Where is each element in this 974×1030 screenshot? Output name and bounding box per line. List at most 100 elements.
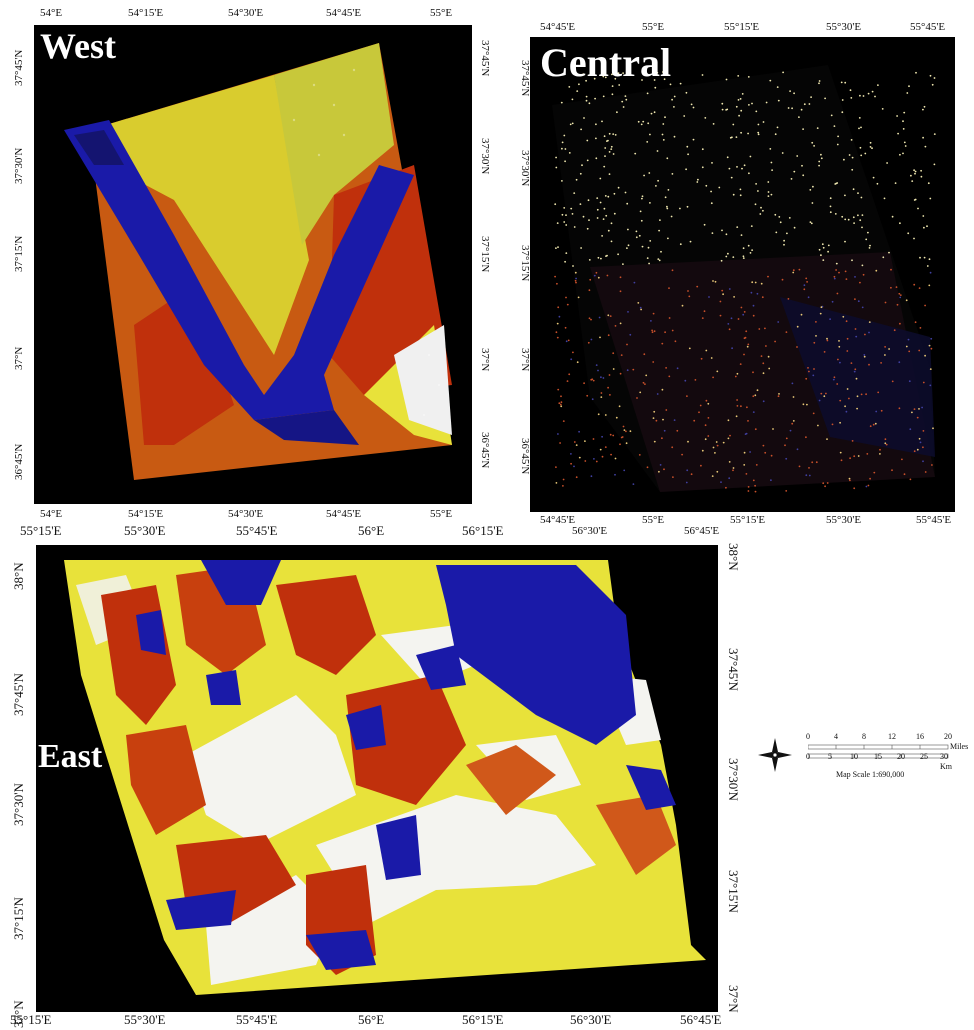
speckle-dot (569, 123, 572, 126)
speckle-dot (622, 106, 625, 108)
speckle-dot (839, 421, 841, 424)
speckle-dot (739, 188, 742, 191)
speckle-dot (853, 222, 855, 225)
speckle-dot (692, 138, 695, 141)
speckle-dot (792, 271, 795, 274)
speckle-dot (856, 407, 858, 410)
speckle-dot (617, 186, 620, 189)
speckle-dot (861, 226, 863, 229)
scale-km-unit: Km (940, 762, 952, 771)
speckle-dot (686, 205, 689, 208)
speckle-dot (657, 179, 659, 182)
speckle-dot (751, 249, 753, 252)
speckle-dot (736, 166, 738, 168)
speckle-dot (916, 416, 919, 419)
speckle-dot (815, 335, 817, 337)
speckle-dot (626, 343, 628, 346)
speckle-dot (565, 252, 568, 255)
speckle-dot (666, 207, 669, 210)
speckle-dot (894, 182, 897, 185)
speckle-dot (722, 293, 724, 296)
east-bottom-tick: 56°15'E (462, 1012, 504, 1027)
speckle-dot (559, 442, 561, 444)
speckle-dot (908, 85, 910, 88)
speckle-dot (922, 215, 925, 217)
speckle-dot (793, 92, 795, 95)
speckle-dot (639, 306, 642, 309)
speckle-dot (740, 131, 742, 134)
speckle-dot (747, 343, 750, 346)
speckle-dot (711, 232, 714, 235)
speckle-dot (596, 217, 599, 219)
speckle-dot (929, 74, 932, 77)
speckle-dot (796, 346, 798, 348)
speckle-dot (606, 254, 608, 257)
speckle-dot (575, 178, 578, 181)
speckle-dot (616, 111, 618, 114)
speckle-dot (607, 314, 610, 317)
speckle-dot (818, 164, 820, 167)
speckle-dot (602, 218, 605, 221)
scale-km-tick: 25 (920, 752, 928, 761)
speckle-dot (919, 327, 922, 329)
speckle-dot (646, 466, 649, 469)
speckle-dot (607, 386, 609, 389)
speckle-dot (774, 340, 776, 343)
speckle-dot (673, 135, 676, 138)
speckle-dot (590, 475, 593, 478)
speckle-dot (816, 127, 819, 129)
west-bottom-tick: 54°45'E (326, 508, 362, 520)
speckle-dot (738, 114, 740, 117)
speckle-dot (920, 169, 922, 172)
speckle-dot (652, 312, 655, 315)
speckle-dot (826, 339, 829, 342)
speckle-dot (772, 428, 774, 430)
central-left-tick: 37°15'N (519, 245, 531, 282)
speckle-dot (673, 419, 676, 421)
speckle-dot (687, 290, 689, 292)
speckle-dot (719, 300, 722, 303)
speckle-dot (608, 173, 611, 176)
speckle-dot (668, 287, 670, 289)
speckle-dot (748, 104, 750, 106)
speckle-dot (791, 422, 794, 425)
speckle-dot (651, 329, 653, 332)
speckle-dot (623, 429, 626, 431)
speckle-dot (636, 397, 638, 399)
speckle-dot (776, 86, 779, 88)
speckle-dot (819, 312, 822, 315)
speckle-dot (705, 184, 708, 187)
speckle-dot (557, 246, 559, 249)
speckle-dot (844, 218, 847, 221)
speckle-dot (589, 278, 592, 281)
speckle-dot (917, 207, 919, 210)
speckle-dot (820, 254, 822, 257)
speckle-dot (907, 338, 910, 341)
speckle-dot (767, 195, 770, 198)
speckle-dot (868, 331, 870, 334)
speckle-dot (644, 383, 646, 385)
speckle-dot (591, 378, 594, 381)
speckle-dot (703, 223, 706, 226)
speckle-dot (769, 148, 772, 150)
speckle-dot (671, 329, 674, 332)
speckle-dot (557, 388, 560, 391)
speckle-dot (827, 244, 830, 247)
speckle-dot (754, 484, 756, 487)
speckle-dot (865, 393, 867, 396)
speckle-dot (728, 477, 731, 480)
speckle-dot (604, 414, 607, 416)
speckle-dot (564, 160, 566, 163)
speckle-dot (712, 446, 715, 449)
speckle-dot (785, 437, 788, 440)
speckle-dot (737, 99, 740, 101)
speckle-dot (789, 429, 792, 432)
speckle-dot (600, 396, 603, 398)
speckle-dot (558, 315, 561, 318)
speckle-dot (734, 375, 737, 378)
speckle-dot (768, 367, 771, 370)
speckle-dot (800, 108, 803, 111)
speckle-dot (588, 219, 590, 222)
speckle-dot (561, 141, 564, 144)
speckle-dot (805, 474, 808, 477)
